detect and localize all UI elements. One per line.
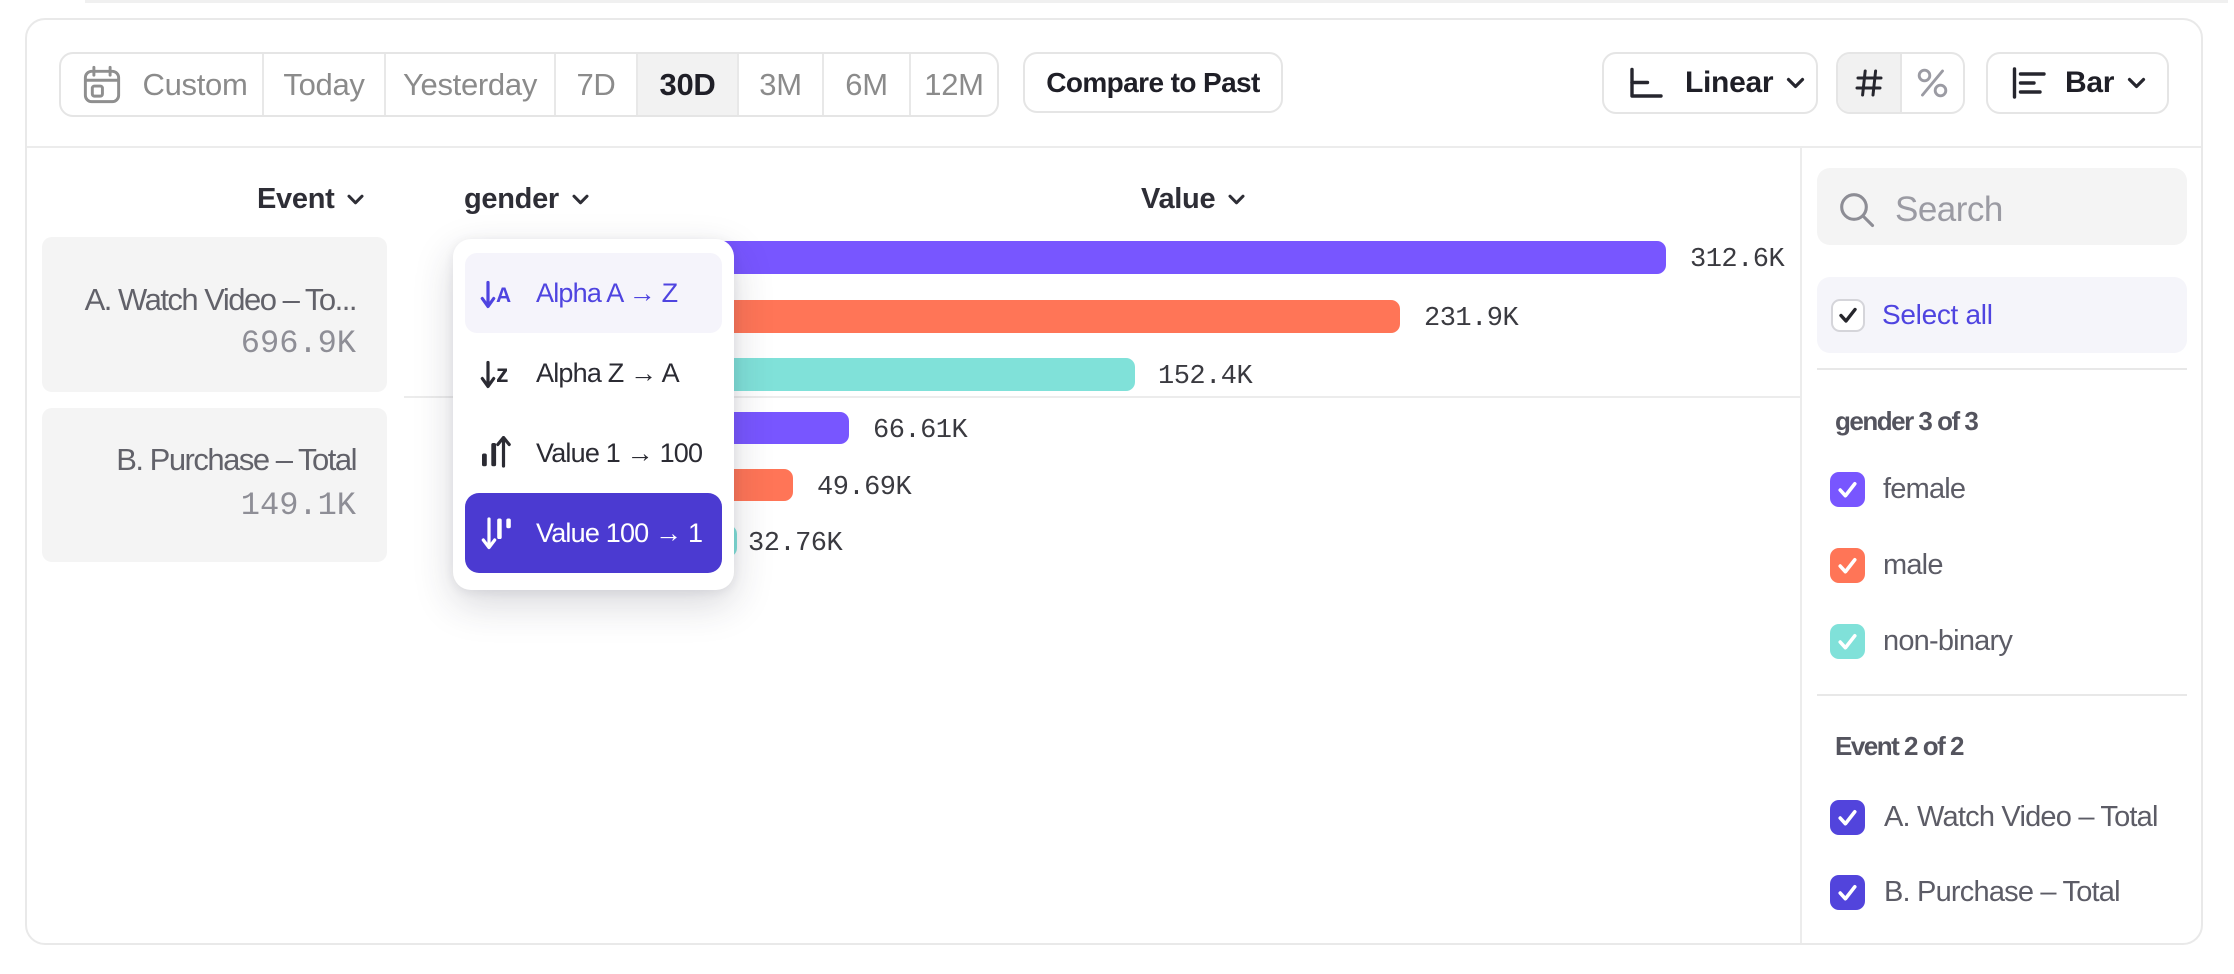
svg-text:z: z	[496, 360, 508, 388]
svg-text:A: A	[496, 284, 511, 307]
